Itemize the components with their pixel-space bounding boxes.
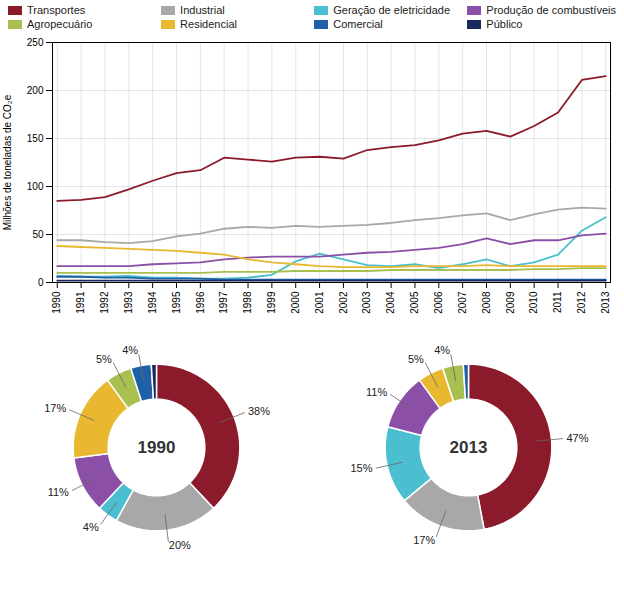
svg-text:1990: 1990 xyxy=(51,291,62,314)
svg-text:1993: 1993 xyxy=(123,291,134,314)
svg-text:15%: 15% xyxy=(351,462,373,474)
svg-text:1994: 1994 xyxy=(147,291,158,314)
html-text:Agropecuário: Agropecuário xyxy=(27,18,93,30)
html-text:Geração de eletricidade: Geração de eletricidade xyxy=(333,4,450,16)
svg-text:2009: 2009 xyxy=(505,291,516,314)
svg-text:100: 100 xyxy=(27,181,44,192)
svg-text:1991: 1991 xyxy=(75,291,86,314)
svg-text:Milhões de toneladas de CO₂e: Milhões de toneladas de CO₂e xyxy=(2,94,13,230)
svg-text:150: 150 xyxy=(27,133,44,144)
svg-text:200: 200 xyxy=(27,85,44,96)
svg-text:2005: 2005 xyxy=(409,291,420,314)
svg-text:17%: 17% xyxy=(413,534,435,546)
svg-text:2008: 2008 xyxy=(481,291,492,314)
svg-text:1995: 1995 xyxy=(171,291,182,314)
svg-text:2000: 2000 xyxy=(290,291,301,314)
svg-text:2002: 2002 xyxy=(338,291,349,314)
svg-text:2006: 2006 xyxy=(433,291,444,314)
svg-text:17%: 17% xyxy=(44,402,66,414)
svg-text:1998: 1998 xyxy=(242,291,253,314)
svg-text:1997: 1997 xyxy=(218,291,229,314)
html-text:Industrial: Industrial xyxy=(180,4,225,16)
svg-text:2013: 2013 xyxy=(600,291,611,314)
html-text:Público: Público xyxy=(486,18,523,30)
svg-text:1992: 1992 xyxy=(99,291,110,314)
svg-text:11%: 11% xyxy=(48,486,69,498)
svg-text:50: 50 xyxy=(32,229,44,240)
svg-text:1999: 1999 xyxy=(266,291,277,314)
html-text:Produção de combustíveis: Produção de combustíveis xyxy=(486,4,616,16)
svg-text:38%: 38% xyxy=(248,405,270,417)
svg-text:2010: 2010 xyxy=(528,291,539,314)
svg-text:2011: 2011 xyxy=(552,291,563,313)
html-text:Comercial: Comercial xyxy=(333,18,383,30)
svg-text:5%: 5% xyxy=(96,353,112,365)
svg-text:2007: 2007 xyxy=(457,291,468,314)
svg-text:250: 250 xyxy=(27,37,44,48)
svg-text:11%: 11% xyxy=(366,386,387,398)
svg-text:4%: 4% xyxy=(434,344,450,356)
svg-text:1996: 1996 xyxy=(195,291,206,314)
svg-text:5%: 5% xyxy=(408,353,424,365)
svg-text:2012: 2012 xyxy=(576,291,587,314)
svg-text:1990: 1990 xyxy=(138,438,176,457)
svg-text:4%: 4% xyxy=(83,521,99,533)
svg-text:4%: 4% xyxy=(122,344,138,356)
svg-text:20%: 20% xyxy=(169,539,191,551)
svg-text:2003: 2003 xyxy=(361,291,372,314)
svg-text:2004: 2004 xyxy=(385,291,396,314)
html-text:Residencial: Residencial xyxy=(180,18,237,30)
svg-text:47%: 47% xyxy=(566,432,588,444)
svg-text:0: 0 xyxy=(38,277,44,288)
svg-text:2013: 2013 xyxy=(450,438,488,457)
svg-text:2001: 2001 xyxy=(314,291,325,314)
html-text:Transportes: Transportes xyxy=(27,4,86,16)
